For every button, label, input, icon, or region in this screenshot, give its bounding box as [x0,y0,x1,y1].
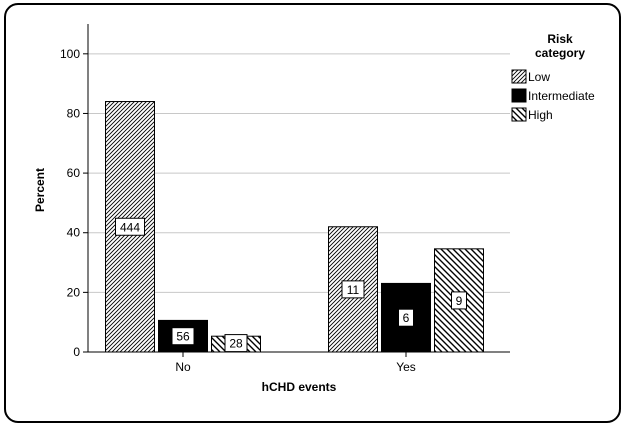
x-tick-label: No [175,360,191,374]
y-tick-label: 0 [73,345,80,359]
data-label-text: 28 [229,337,243,351]
data-label-box [224,334,248,353]
data-label: 444 [115,217,145,236]
legend-swatch [511,107,527,122]
legend-label: Intermediate [528,89,595,103]
axes [87,24,510,357]
y-tick-labels: 0 20 40 60 80 100 [60,47,80,359]
data-label-text: 11 [347,283,360,297]
data-labels: 444 56 28 11 6 9 [115,217,467,353]
data-label: 11 [341,280,365,299]
legend-label: High [528,108,553,122]
bars [105,101,484,353]
y-tick-label: 80 [67,106,81,120]
legend-item-intermediate: Intermediate [511,88,595,103]
data-label: 9 [451,291,467,310]
x-tick-labels: No Yes [175,360,415,374]
legend-item-low: Low [511,69,550,84]
data-label: 56 [171,327,195,346]
data-label-text: 6 [403,311,410,325]
legend-title: Risk category [535,32,585,60]
data-label: 28 [224,334,248,353]
y-tick-label: 100 [60,47,80,61]
legend-swatch [511,88,527,103]
data-label: 6 [398,308,414,327]
x-tick-label: Yes [396,360,416,374]
y-tick-label: 20 [67,285,81,299]
legend: Risk category Low Intermediate High [511,32,595,122]
y-tick-label: 40 [67,226,81,240]
legend-swatch [511,69,527,84]
data-label-text: 9 [456,294,463,308]
x-axis-title: hCHD events [262,380,337,394]
data-label-box [451,291,467,310]
legend-label: Low [528,70,550,84]
data-label-box [398,308,414,327]
data-label-text: 56 [176,330,190,344]
data-label-text: 444 [120,220,140,234]
y-axis-title: Percent [33,168,47,212]
data-label-box [115,217,145,236]
bar-chart: 0 20 40 60 80 100 No Yes 444 56 28 11 6 9 Percent h… [33,24,595,394]
legend-item-high: High [511,107,553,122]
y-tick-label: 60 [67,166,81,180]
data-label-box [171,327,195,346]
data-label-box [341,280,365,299]
